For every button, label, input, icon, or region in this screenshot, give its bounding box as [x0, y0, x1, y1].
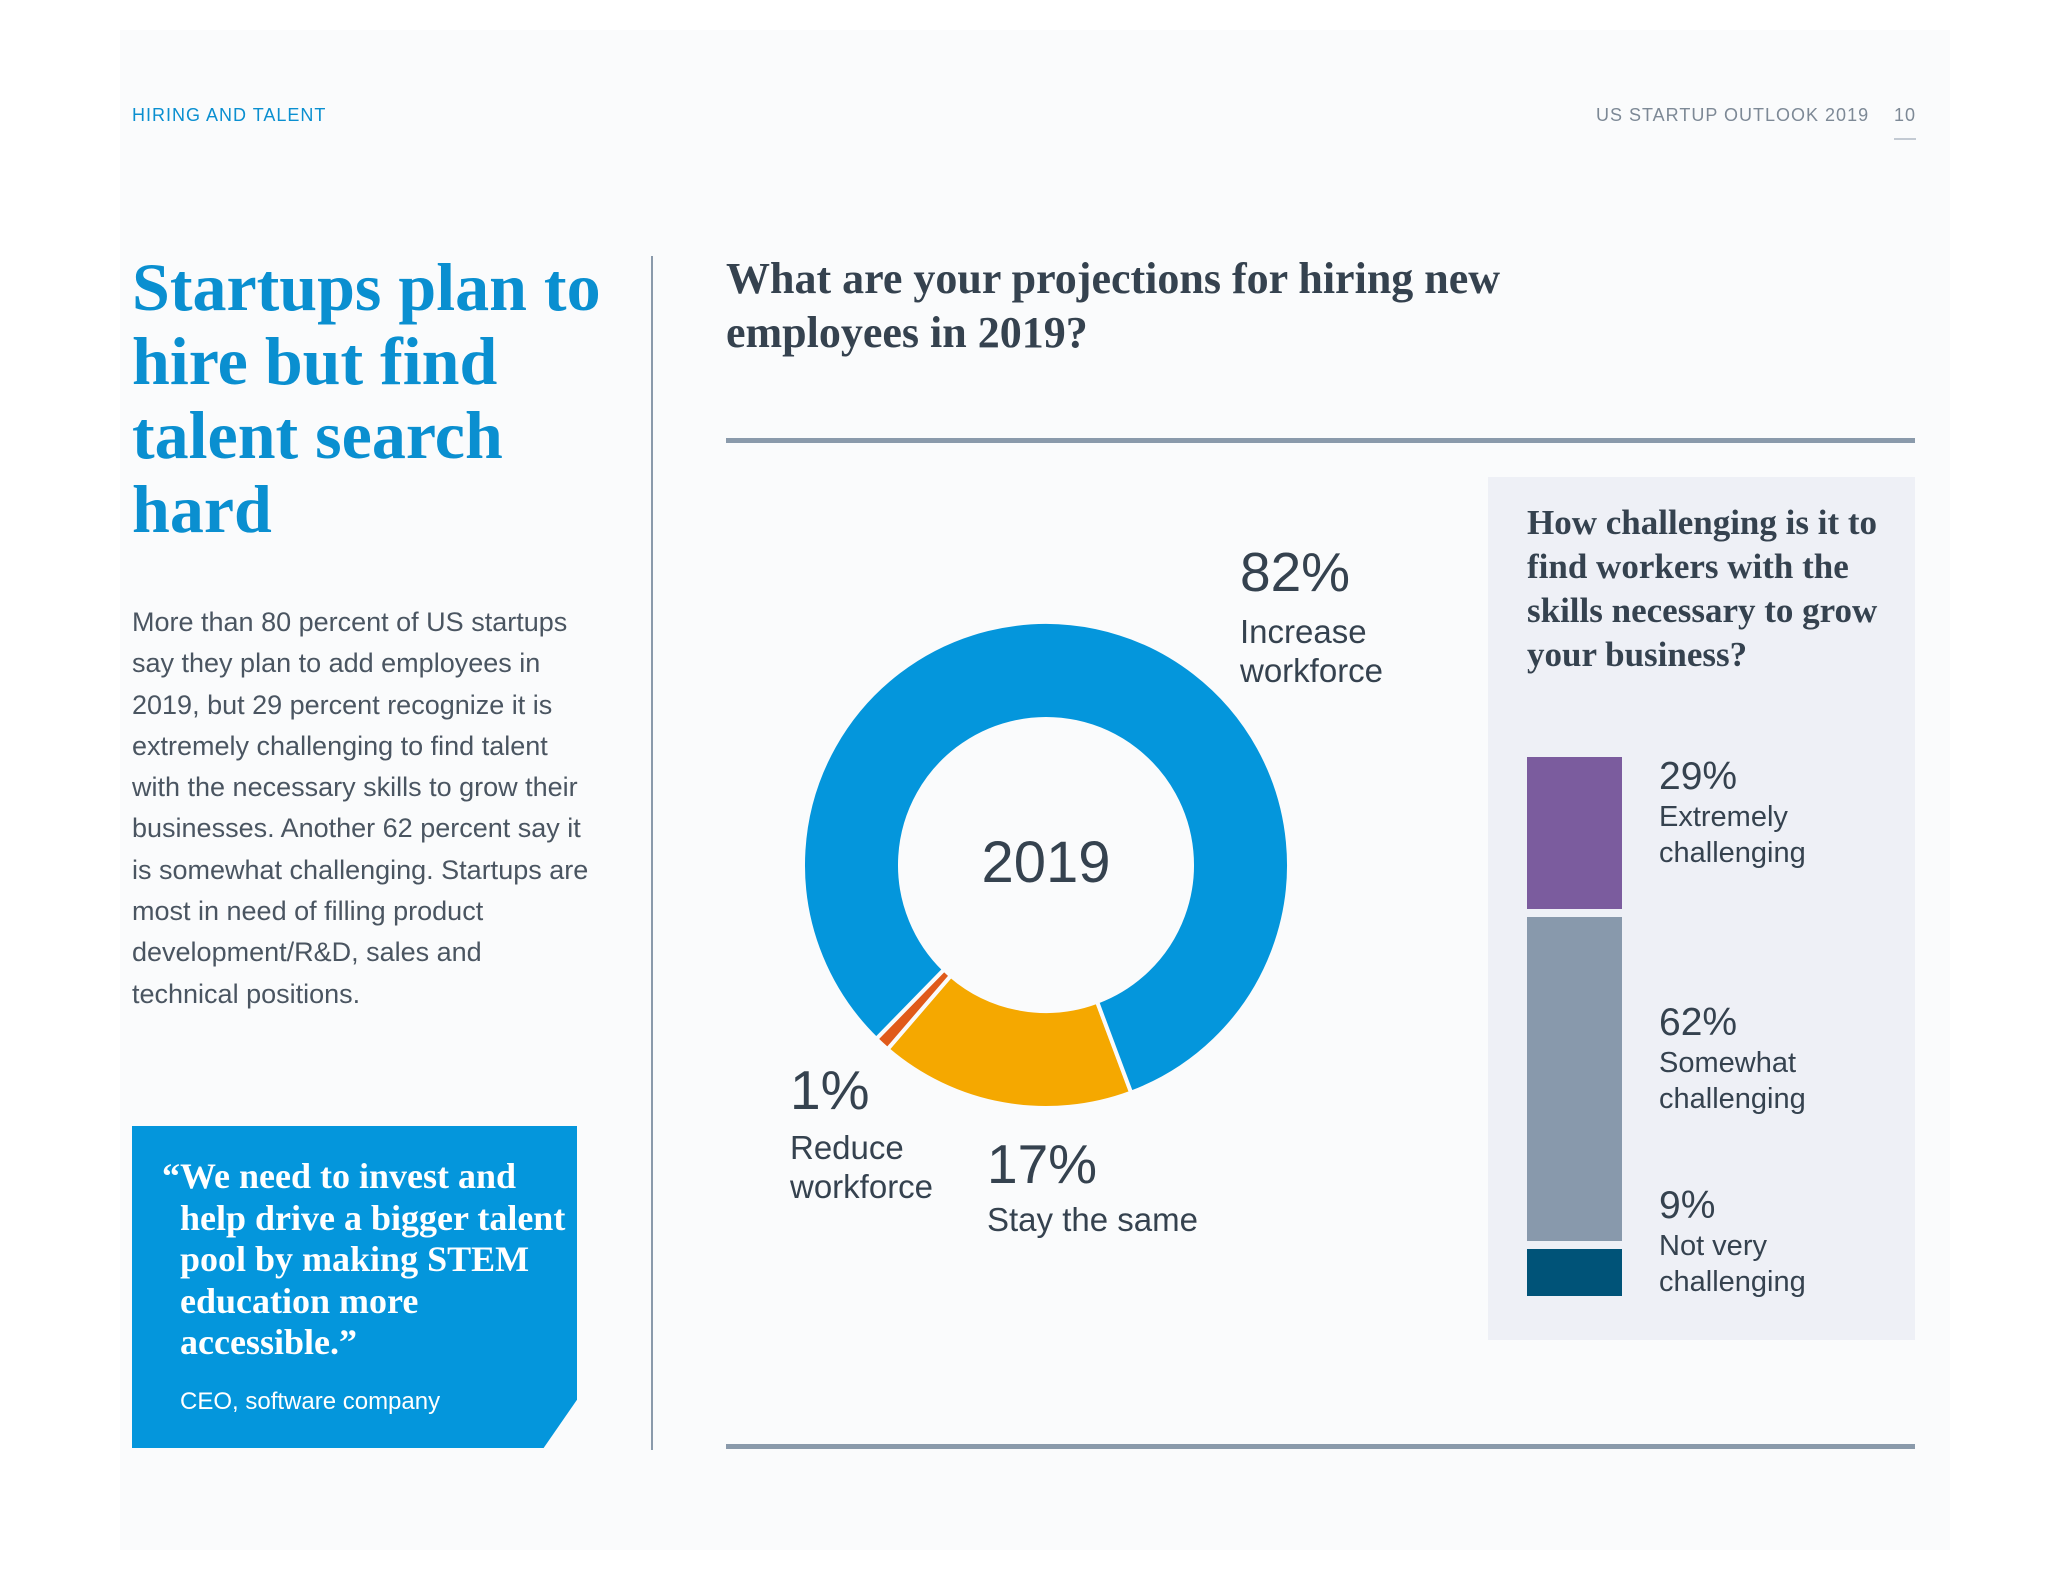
bar-segment-somewhat-challenging: [1527, 916, 1622, 1241]
somewhat-pct: 62%: [1659, 1001, 1738, 1044]
bottom-rule: [726, 1444, 1915, 1449]
increase-pct: 82%: [1240, 541, 1351, 603]
extreme-name: Extremely challenging: [1659, 801, 1806, 869]
somewhat-name: Somewhat challenging: [1659, 1047, 1806, 1115]
donut-center-label: 2019: [981, 830, 1110, 895]
same-label: Stay the same: [987, 1201, 1198, 1238]
publication-title: US STARTUP OUTLOOK 2019: [1596, 105, 1870, 125]
vertical-divider: [651, 256, 653, 1450]
section-label: HIRING AND TALENT: [132, 105, 327, 125]
notvery-label: 9% Not very challenging: [1659, 1184, 1829, 1300]
body-text: More than 80 percent of US startups say …: [132, 607, 589, 1009]
same-pct: 17%: [987, 1133, 1098, 1195]
notvery-name: Not very challenging: [1659, 1230, 1806, 1298]
bar-segment-extremely-challenging: [1527, 757, 1622, 909]
bar-segment-not-very-challenging: [1527, 1248, 1622, 1296]
page-title: Startups plan to hire but find talent se…: [132, 249, 601, 547]
quote-text: “We need to invest and help drive a bigg…: [162, 1156, 566, 1362]
notvery-pct: 9%: [1659, 1184, 1716, 1227]
chart-title: What are your projections for hiring new…: [726, 254, 1501, 357]
page-number: 10: [1894, 105, 1917, 140]
quote-box: “We need to invest and help drive a bigg…: [132, 1126, 577, 1448]
quote-attribution: CEO, software company: [180, 1388, 441, 1415]
skills-panel: How challenging is it to find workers wi…: [1488, 477, 1915, 1340]
extreme-label: 29% Extremely challenging: [1659, 755, 1829, 871]
donut-slice-increase-workforce: [801, 620, 1291, 1096]
reduce-pct: 1%: [790, 1059, 870, 1121]
top-rule: [726, 438, 1915, 443]
reduce-label: Reduce workforce: [790, 1129, 934, 1205]
increase-label: Increase workforce: [1240, 613, 1384, 689]
panel-question: How challenging is it to find workers wi…: [1527, 503, 1878, 674]
extreme-pct: 29%: [1659, 755, 1738, 798]
somewhat-label: 62% Somewhat challenging: [1659, 1001, 1829, 1117]
